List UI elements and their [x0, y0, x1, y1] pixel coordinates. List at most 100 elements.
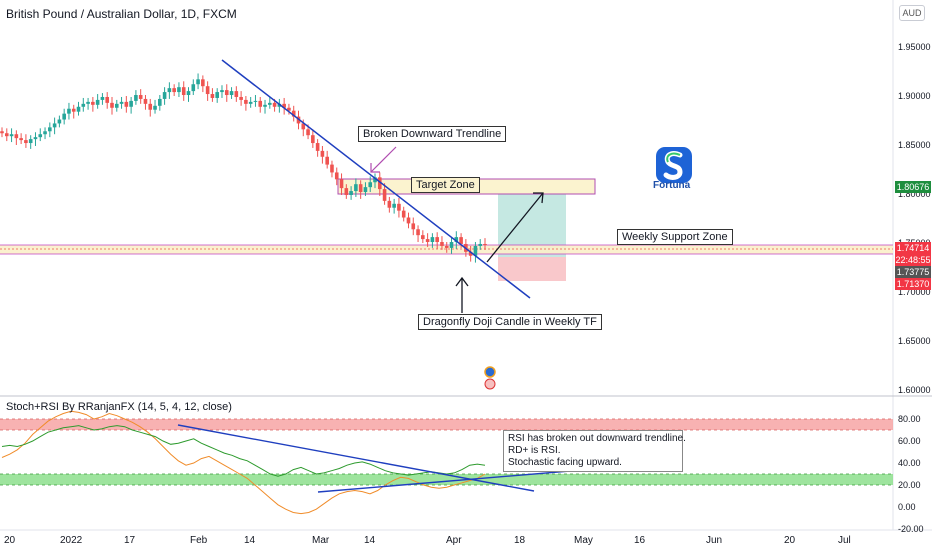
candle-body [397, 203, 401, 211]
time-tick-label: 14 [244, 535, 256, 546]
candle-body [234, 91, 239, 97]
candle-body [172, 88, 176, 93]
candle-body [239, 96, 243, 100]
candle-body [38, 134, 43, 138]
candle-body [86, 101, 90, 104]
candle-body [215, 92, 219, 98]
candle-body [33, 137, 38, 140]
candle-body [473, 245, 478, 256]
candle-body [229, 91, 234, 96]
candle-body [354, 184, 358, 192]
candle-body [95, 99, 100, 105]
time-tick-label: 2022 [60, 535, 83, 546]
candle-body [210, 94, 215, 98]
purple-arrow-head [370, 163, 380, 173]
candle-body [4, 133, 9, 137]
candle-body [311, 135, 315, 144]
candle-body [100, 96, 105, 100]
price-tag-last: 1.74714 [895, 242, 931, 254]
chart-title: British Pound / Australian Dollar, 1D, F… [6, 7, 237, 21]
candles [0, 73, 487, 263]
rsi-tick-label: 40.00 [898, 458, 921, 468]
price-tag-stop: 1.71370 [895, 278, 931, 290]
candle-body [67, 108, 71, 114]
candle-body [76, 106, 81, 112]
candle-body [248, 101, 253, 104]
price-tick-label: 1.90000 [898, 91, 931, 101]
candle-body [201, 79, 205, 87]
candle-body [244, 99, 248, 104]
candle-body [387, 200, 392, 208]
candle-body [334, 172, 339, 180]
candle-body [268, 102, 272, 105]
candle-body [425, 239, 430, 243]
candle-body [181, 87, 186, 96]
candle-body [258, 100, 263, 107]
candle-body [71, 108, 76, 112]
fortuna-logo-text: Fortuna [653, 180, 691, 191]
candle-body [444, 245, 449, 248]
candle-body [28, 139, 33, 144]
rsi-note: RSI has broken out downward trendline. R… [503, 430, 686, 472]
candle-body [483, 243, 487, 245]
candle-body [253, 100, 258, 102]
time-scale: 20 2022 17 Feb 14 Mar 14 Apr 18 May 16 Jun 20 Jul [4, 535, 851, 546]
candle-body [162, 92, 167, 99]
indicator-title: Stoch+RSI By RRanjanFX (14, 5, 4, 12, cl… [6, 401, 232, 413]
time-tick-label: 18 [514, 535, 526, 546]
currency-badge[interactable]: AUD [899, 5, 925, 21]
rsi-tick-label: 80.00 [898, 414, 921, 424]
candle-body [224, 90, 229, 96]
candle-body [406, 217, 411, 224]
downward-trendline [221, 59, 531, 299]
event-news-icon[interactable] [484, 378, 496, 390]
price-tick-label: 1.65000 [898, 336, 931, 346]
candle-body [478, 243, 483, 246]
candle-body [416, 229, 420, 236]
rsi-tick-label: -20.00 [898, 524, 924, 534]
candle-body [282, 103, 286, 108]
candle-body [24, 140, 28, 144]
time-tick-label: 17 [124, 535, 136, 546]
candle-body [158, 98, 162, 106]
price-tag-support: 1.73775 [895, 266, 931, 278]
candle-body [57, 119, 62, 124]
price-tick-label: 1.85000 [898, 140, 931, 150]
long-position-loss-box [498, 257, 566, 281]
candle-body [134, 95, 138, 101]
candle-body [263, 104, 267, 107]
candle-body [220, 90, 224, 93]
time-tick-label: Jul [838, 535, 851, 546]
candle-body [411, 223, 416, 230]
candle-body [48, 127, 52, 132]
rsi-line [1, 425, 486, 477]
rsi-tick-label: 20.00 [898, 480, 921, 490]
rsi-scale: 80.00 60.00 40.00 20.00 0.00 -20.00 [898, 414, 924, 534]
candle-body [363, 187, 368, 193]
target-arrow-head [533, 192, 544, 204]
rsi-downtrend-line [177, 424, 535, 492]
time-tick-label: Apr [446, 535, 462, 546]
candle-body [277, 103, 282, 107]
time-tick-label: Feb [190, 535, 208, 546]
rsi-note-line-3: Stochastic facing upward. [508, 457, 622, 468]
event-flag-icon[interactable] [484, 366, 496, 378]
candle-body [320, 150, 325, 157]
candle-body [344, 188, 349, 195]
candle-body [377, 177, 382, 190]
time-tick-label: Jun [706, 535, 722, 546]
time-tick-label: May [574, 535, 593, 546]
candle-body [110, 102, 114, 108]
candle-body [449, 242, 454, 248]
candle-body [306, 129, 310, 136]
candle-body [454, 237, 459, 243]
candle-body [105, 96, 110, 103]
time-tick-label: 16 [634, 535, 646, 546]
candle-body [186, 91, 191, 96]
candle-body [382, 189, 387, 201]
target-zone-label: Target Zone [411, 177, 480, 193]
purple-arrow-line [370, 146, 397, 173]
candle-body [19, 138, 23, 141]
